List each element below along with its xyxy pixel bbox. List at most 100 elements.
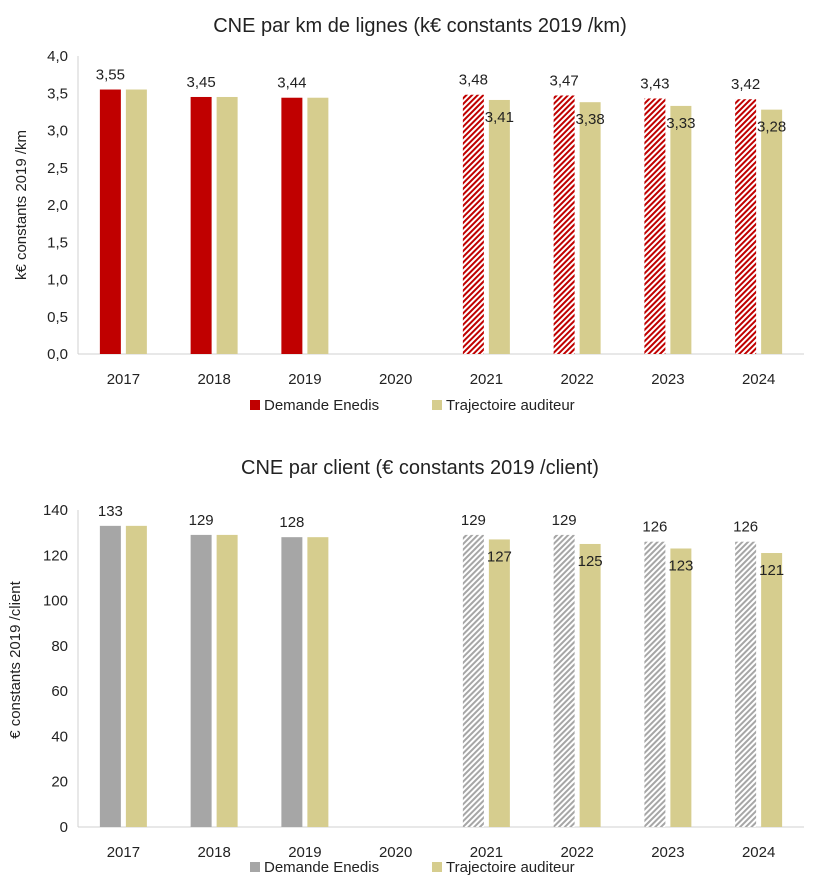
y-tick-label: 120 (43, 547, 68, 564)
x-tick-label: 2019 (288, 844, 321, 861)
bar-trajectoire-auditeur (216, 534, 238, 827)
bar-demande-enedis (644, 541, 666, 827)
y-tick-label: 0 (60, 819, 68, 836)
x-tick-label: 2022 (560, 844, 593, 861)
legend-trajectoire-auditeur-label: Trajectoire auditeur (446, 397, 575, 414)
legend-trajectoire-auditeur-swatch (432, 862, 442, 872)
bar-trajectoire-auditeur (216, 96, 238, 354)
y-tick-label: 3,5 (47, 85, 68, 102)
legend-demande-enedis-swatch (250, 400, 260, 410)
legend-demande-enedis-swatch (250, 862, 260, 872)
bar-trajectoire-auditeur (307, 97, 329, 354)
bar-demande-enedis (99, 525, 121, 827)
data-label-demande-enedis: 133 (98, 503, 123, 520)
bar-demande-enedis (735, 541, 757, 827)
data-label-trajectoire-auditeur: 123 (668, 557, 693, 574)
data-label-trajectoire-auditeur: 127 (487, 548, 512, 565)
y-tick-label: 1,0 (47, 272, 68, 289)
bar-trajectoire-auditeur (761, 553, 783, 827)
bar-trajectoire-auditeur (579, 543, 601, 827)
y-tick-label: 20 (51, 774, 68, 791)
bar-demande-enedis (462, 534, 484, 827)
bar-demande-enedis (190, 96, 212, 354)
x-tick-label: 2023 (651, 844, 684, 861)
legend: Demande Enedis Trajectoire auditeur (250, 397, 575, 414)
y-axis-label: € constants 2019 /client (7, 580, 24, 738)
data-label-trajectoire-auditeur: 3,33 (666, 115, 695, 132)
x-tick-label: 2018 (197, 844, 230, 861)
x-tick-label: 2024 (742, 844, 775, 861)
data-label-demande-enedis: 126 (642, 519, 667, 536)
chart-cne-per-client: CNE par client (€ constants 2019 /client… (7, 457, 804, 876)
chart-cne-per-km: CNE par km de lignes (k€ constants 2019 … (13, 15, 804, 414)
legend-demande-enedis-label: Demande Enedis (264, 397, 379, 414)
bar-demande-enedis (281, 97, 303, 354)
y-tick-label: 60 (51, 683, 68, 700)
bar-demande-enedis (281, 537, 303, 827)
x-tick-label: 2022 (560, 371, 593, 388)
x-tick-label: 2021 (470, 844, 503, 861)
x-tick-label: 2020 (379, 844, 412, 861)
y-tick-label: 3,0 (47, 123, 68, 140)
y-tick-label: 2,5 (47, 160, 68, 177)
bar-trajectoire-auditeur (307, 537, 329, 827)
bar-trajectoire-auditeur (670, 105, 692, 354)
bar-trajectoire-auditeur (488, 99, 510, 354)
y-tick-label: 0,5 (47, 309, 68, 326)
bar-trajectoire-auditeur (579, 102, 601, 354)
y-tick-label: 0,0 (47, 346, 68, 363)
y-tick-label: 4,0 (47, 48, 68, 65)
y-tick-label: 40 (51, 728, 68, 745)
legend-trajectoire-auditeur-swatch (432, 400, 442, 410)
x-tick-label: 2021 (470, 371, 503, 388)
bar-demande-enedis (99, 89, 121, 355)
data-label-demande-enedis: 3,48 (459, 72, 488, 89)
chart-title: CNE par client (€ constants 2019 /client… (241, 457, 599, 479)
y-tick-label: 2,0 (47, 197, 68, 214)
legend-demande-enedis-label: Demande Enedis (264, 859, 379, 876)
y-tick-label: 80 (51, 638, 68, 655)
data-label-demande-enedis: 3,45 (187, 74, 216, 91)
data-label-demande-enedis: 3,55 (96, 67, 125, 84)
data-label-demande-enedis: 128 (279, 514, 304, 531)
data-label-demande-enedis: 3,47 (550, 72, 579, 89)
data-label-demande-enedis: 3,42 (731, 76, 760, 93)
bar-trajectoire-auditeur (125, 525, 147, 827)
y-axis-label: k€ constants 2019 /km (13, 130, 30, 280)
data-label-demande-enedis: 129 (461, 512, 486, 529)
bar-demande-enedis (735, 99, 757, 355)
x-tick-label: 2023 (651, 371, 684, 388)
chart-title: CNE par km de lignes (k€ constants 2019 … (213, 15, 627, 37)
bar-demande-enedis (553, 95, 575, 355)
bar-demande-enedis (190, 534, 212, 827)
data-label-demande-enedis: 129 (552, 512, 577, 529)
data-label-trajectoire-auditeur: 3,28 (757, 119, 786, 136)
legend: Demande Enedis Trajectoire auditeur (250, 859, 575, 876)
bar-trajectoire-auditeur (670, 548, 692, 827)
bar-trajectoire-auditeur (125, 89, 147, 355)
data-label-demande-enedis: 3,43 (640, 75, 669, 92)
bar-demande-enedis (644, 98, 666, 354)
x-tick-label: 2019 (288, 371, 321, 388)
y-tick-label: 140 (43, 502, 68, 519)
bar-trajectoire-auditeur (488, 539, 510, 827)
bar-trajectoire-auditeur (761, 109, 783, 354)
x-tick-label: 2018 (197, 371, 230, 388)
x-tick-label: 2017 (107, 371, 140, 388)
data-label-demande-enedis: 126 (733, 519, 758, 536)
data-label-trajectoire-auditeur: 125 (578, 553, 603, 570)
data-label-trajectoire-auditeur: 121 (759, 562, 784, 579)
x-tick-label: 2024 (742, 371, 775, 388)
data-label-demande-enedis: 129 (189, 512, 214, 529)
data-label-demande-enedis: 3,44 (277, 75, 306, 92)
plot-area: 0 20 40 60 80 100 120 140 2017 133 2018 129 2019 128 2… (43, 502, 804, 861)
y-tick-label: 1,5 (47, 234, 68, 251)
x-tick-label: 2017 (107, 844, 140, 861)
data-label-trajectoire-auditeur: 3,38 (576, 111, 605, 128)
bar-demande-enedis (553, 534, 575, 827)
legend-trajectoire-auditeur-label: Trajectoire auditeur (446, 859, 575, 876)
plot-area: 0,0 0,5 1,0 1,5 2,0 2,5 3,0 3,5 4,0 2017 3,55 2018 3… (47, 48, 804, 388)
y-tick-label: 100 (43, 593, 68, 610)
data-label-trajectoire-auditeur: 3,41 (485, 109, 514, 126)
